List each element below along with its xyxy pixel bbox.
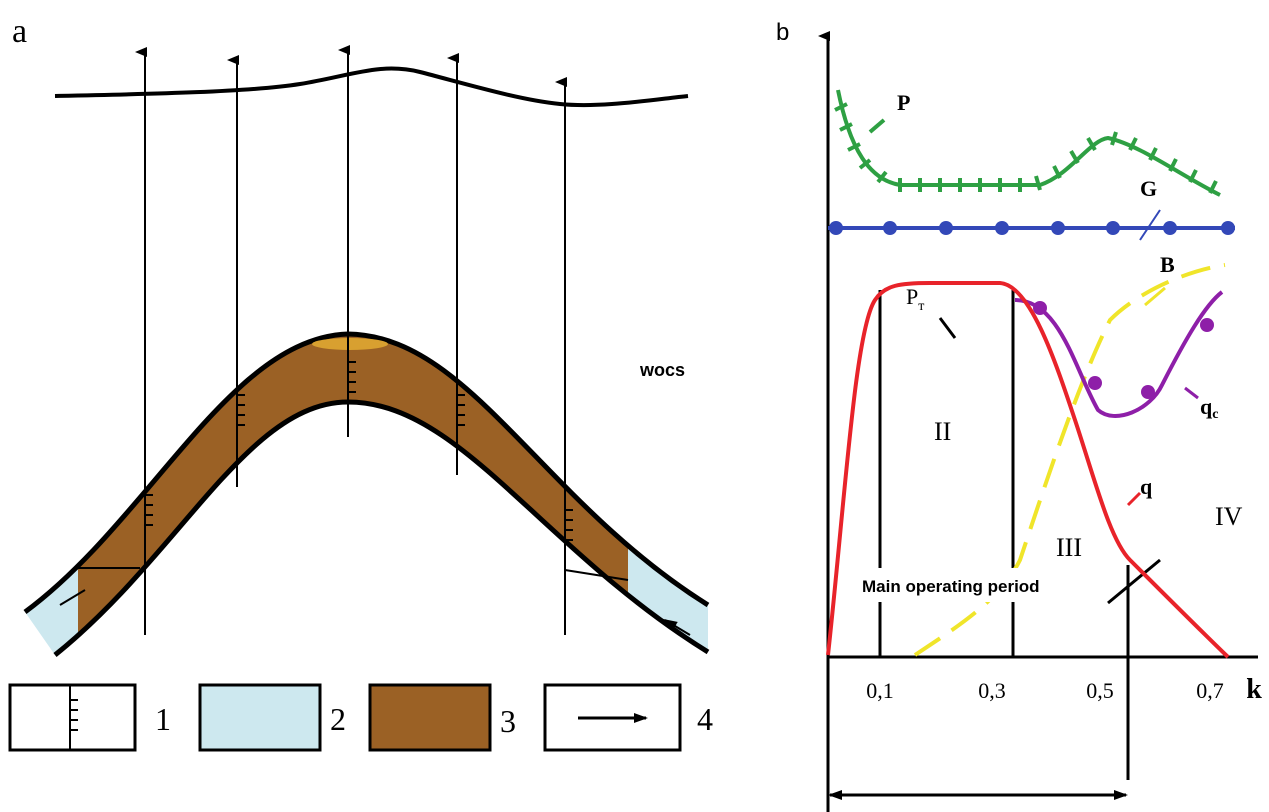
- x-axis-label: k: [1246, 674, 1262, 705]
- curve-label-sub: т: [918, 299, 924, 314]
- pointer: [940, 318, 955, 338]
- curve-p: [835, 90, 1220, 195]
- curve-label: q: [1140, 474, 1153, 499]
- legend-label: 1: [155, 701, 171, 737]
- zone-label: II: [934, 417, 951, 446]
- figure: a wocs 1 2 3 4 b P G B Pт qc q II III: [0, 0, 1269, 812]
- anticline: [25, 334, 708, 655]
- curve-label: G: [1140, 176, 1157, 201]
- surface: [55, 69, 688, 106]
- curve-label-text: q: [1200, 394, 1213, 419]
- panel-label: a: [12, 13, 27, 50]
- curve-label-text: P: [906, 284, 918, 309]
- period-label: Main operating period: [862, 577, 1040, 596]
- legend-label: 2: [330, 701, 346, 737]
- curve-label: Pт: [906, 284, 924, 314]
- curve-g: [828, 210, 1235, 240]
- x-tick-label: 0,3: [978, 678, 1006, 703]
- x-tick-label: 0,5: [1086, 678, 1114, 703]
- curve-label-sub: c: [1212, 407, 1218, 422]
- panel-label: b: [776, 19, 789, 46]
- zone-label: III: [1056, 533, 1082, 562]
- curve-label: qc: [1200, 394, 1218, 422]
- x-tick-label: 0,1: [866, 678, 894, 703]
- legend-label: 4: [697, 701, 713, 737]
- legend-label: 3: [500, 703, 516, 739]
- x-tick-label: 0,7: [1196, 678, 1224, 703]
- curve-label: P: [897, 90, 910, 115]
- pointer: [1128, 493, 1140, 505]
- curve-label: B: [1160, 252, 1175, 277]
- legend: 1 2 3 4: [10, 685, 713, 750]
- zone-label: IV: [1215, 502, 1243, 531]
- annotation: wocs: [639, 360, 685, 380]
